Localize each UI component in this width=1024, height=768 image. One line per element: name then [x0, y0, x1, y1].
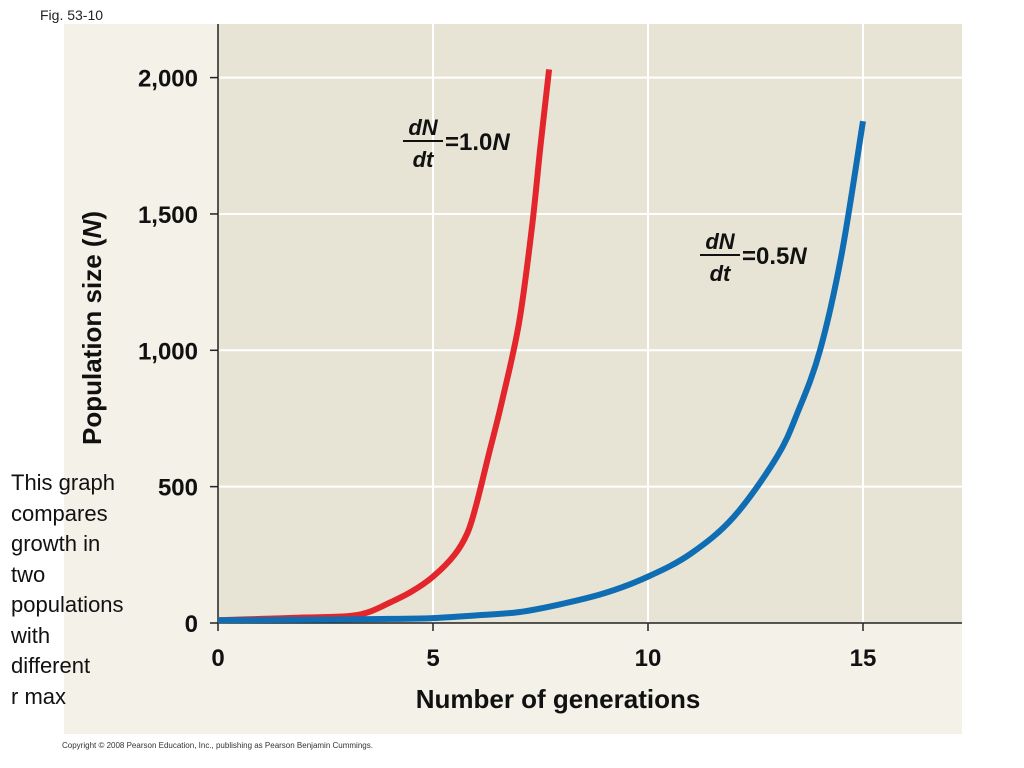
x-tick-label: 0 — [211, 645, 224, 672]
y-tick-label: 1,500 — [138, 202, 198, 229]
side-note-line: compares — [11, 500, 108, 526]
series-line-0.5N — [217, 120, 866, 624]
y-axis-label: Population size (N) — [77, 211, 107, 445]
equation-rhs: =0.5N — [742, 243, 807, 270]
side-note-line: This graph — [11, 470, 115, 495]
x-axis-label: Number of generations — [416, 684, 701, 714]
side-note-line: two — [11, 561, 46, 587]
x-tick-label: 10 — [635, 645, 662, 672]
plot-area — [218, 24, 962, 623]
side-note-line: growth in — [11, 531, 101, 556]
y-tick-label: 1,000 — [138, 338, 198, 365]
y-tick-label: 500 — [158, 475, 198, 502]
y-tick-label: 0 — [185, 611, 198, 638]
equation-coefficient: 0.5 — [756, 243, 789, 270]
x-tick-label: 5 — [426, 645, 439, 672]
side-note-line: r max — [11, 683, 66, 709]
side-note-line: with — [11, 622, 51, 648]
y-axis-label-prefix: Population size ( — [77, 238, 107, 445]
y-tick-label: 2,000 — [138, 66, 198, 93]
equation-denominator: dt — [710, 261, 732, 286]
x-tick-label: 15 — [850, 645, 877, 672]
equation-coefficient: 1.0 — [459, 129, 492, 156]
side-note: This graph compares growth in two popula… — [11, 468, 161, 712]
copyright-notice: Copyright © 2008 Pearson Education, Inc.… — [62, 741, 373, 750]
equation-rhs: =1.0N — [445, 129, 510, 156]
figure-label: Fig. 53-10 — [40, 7, 104, 23]
equation-equals: = — [742, 243, 756, 270]
equation-label-1.0N: dN dt =1.0N — [403, 115, 510, 172]
equation-denominator: dt — [413, 147, 435, 172]
equation-numerator: dN — [705, 229, 735, 254]
y-axis-label-variable: N — [77, 218, 107, 238]
equation-variable: N — [789, 243, 807, 270]
equation-numerator: dN — [408, 115, 438, 140]
equation-label-0.5N: dN dt =0.5N — [700, 229, 807, 286]
equation-equals: = — [445, 129, 459, 156]
side-note-line: populations — [11, 592, 124, 617]
equation-variable: N — [492, 129, 510, 156]
side-note-line: different — [11, 653, 91, 678]
y-axis-label-suffix: ) — [77, 211, 107, 220]
